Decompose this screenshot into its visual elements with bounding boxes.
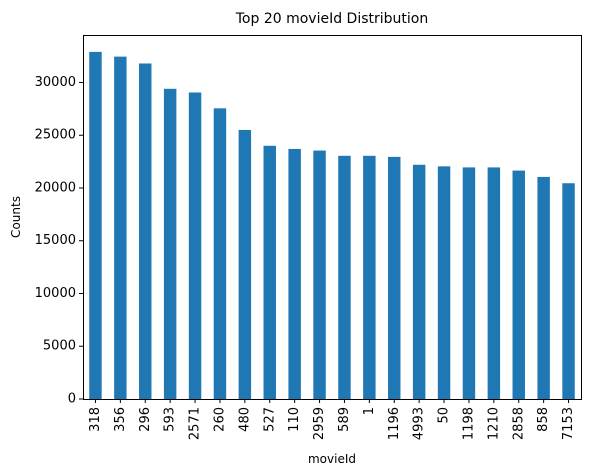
bar-2858 bbox=[512, 170, 525, 399]
bar-527 bbox=[263, 145, 276, 399]
bar-2959 bbox=[313, 150, 326, 399]
x-tick-label: 527 bbox=[262, 407, 277, 432]
x-tick-label: 2959 bbox=[312, 407, 327, 440]
bar-7153 bbox=[562, 183, 575, 399]
y-tick-label: 20000 bbox=[35, 180, 76, 195]
bars-group bbox=[89, 51, 575, 400]
bar-4993 bbox=[412, 164, 426, 399]
x-tick-label: 858 bbox=[536, 407, 551, 432]
x-tick-label: 480 bbox=[237, 407, 252, 432]
x-tick-label: 2858 bbox=[511, 407, 526, 440]
y-tick-label: 0 bbox=[68, 392, 76, 407]
bar-1 bbox=[363, 155, 376, 399]
x-tick-label: 260 bbox=[212, 407, 227, 432]
bar-1210 bbox=[487, 167, 501, 399]
plot-frame bbox=[83, 35, 582, 400]
y-tick-label: 25000 bbox=[35, 128, 76, 143]
x-tick-label: 2571 bbox=[188, 407, 203, 440]
bar-2571 bbox=[188, 92, 202, 399]
bar-589 bbox=[338, 155, 351, 399]
x-tick-label: 589 bbox=[337, 407, 352, 432]
bar-480 bbox=[238, 129, 252, 399]
x-tick-label: 50 bbox=[437, 407, 452, 424]
bar-260 bbox=[213, 108, 227, 399]
bar-1196 bbox=[388, 156, 401, 399]
y-tick-label: 15000 bbox=[35, 233, 76, 248]
bar-858 bbox=[537, 176, 550, 399]
x-tick-label: 356 bbox=[113, 407, 128, 432]
x-axis-label: movieId bbox=[308, 452, 356, 466]
y-tick-label: 30000 bbox=[35, 75, 76, 90]
bar-593 bbox=[163, 88, 177, 400]
x-tick-label: 296 bbox=[138, 407, 153, 432]
y-tick-label: 10000 bbox=[35, 286, 76, 301]
x-tick-label: 7153 bbox=[561, 407, 576, 440]
x-tick-label: 1 bbox=[362, 407, 377, 415]
bar-356 bbox=[114, 56, 127, 399]
x-tick-label: 593 bbox=[163, 407, 178, 432]
y-tick-label: 5000 bbox=[43, 339, 76, 354]
y-axis-ticks: 0 5000 10000 15000 20000 25000 30000 bbox=[35, 75, 83, 407]
x-tick-label: 1210 bbox=[486, 407, 501, 440]
x-axis-ticks: 318 356 296 593 2571 260 480 527 110 2959 589 1 1196… bbox=[88, 399, 576, 440]
x-tick-label: 1198 bbox=[461, 407, 476, 440]
bar-296 bbox=[139, 63, 152, 399]
chart-title: Top 20 movieId Distribution bbox=[235, 11, 428, 27]
y-axis-label: Counts bbox=[9, 196, 23, 238]
bar-318 bbox=[89, 51, 102, 399]
bar-110 bbox=[288, 148, 301, 399]
x-tick-label: 318 bbox=[88, 407, 103, 432]
bar-50 bbox=[437, 166, 451, 399]
bar-1198 bbox=[462, 167, 476, 399]
x-tick-label: 4993 bbox=[412, 407, 427, 440]
x-tick-label: 1196 bbox=[387, 407, 402, 440]
x-tick-label: 110 bbox=[287, 407, 302, 432]
